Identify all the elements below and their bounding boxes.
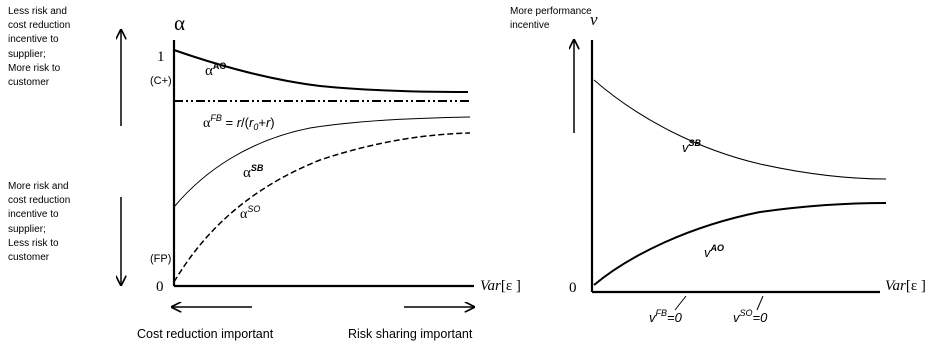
curve-v-ao: [593, 202, 887, 286]
left-bottom-note: More risk and cost reduction incentive t…: [8, 181, 73, 263]
tick-zero-label-right: 0: [569, 280, 577, 296]
curve-v-sb: [593, 79, 887, 180]
label-alpha-so: αSO: [240, 204, 260, 222]
tick-zero-label-left: 0: [156, 279, 164, 295]
left-panel: Less risk and cost reduction incentive t…: [8, 6, 521, 341]
tick-one-label: 1: [157, 49, 165, 65]
curve-alpha-ao: [173, 49, 469, 93]
label-alpha-ao: αAO: [205, 61, 226, 79]
cost-reduction-label: Cost reduction important: [137, 327, 274, 341]
label-v-so-zero: vSO=0: [733, 308, 768, 325]
alpha-axis-label: α: [174, 11, 185, 35]
right-top-note: More performance incentive: [510, 6, 594, 31]
label-v-sb: vSB: [682, 138, 702, 155]
leader-v-so: [756, 295, 764, 311]
curve-alpha-so: [173, 132, 471, 283]
label-v-fb-zero: vFB=0: [649, 308, 683, 325]
v-axis-label: v: [590, 10, 598, 29]
fp-label: (FP): [150, 253, 171, 265]
label-alpha-fb: αFB = r/(r0+r): [203, 113, 275, 132]
left-top-note: Less risk and cost reduction incentive t…: [8, 6, 73, 88]
risk-sharing-label: Risk sharing important: [348, 327, 473, 341]
label-alpha-sb: αSB: [243, 163, 264, 181]
curve-alpha-sb: [173, 116, 471, 208]
label-v-ao: vAO: [704, 243, 724, 260]
x-axis-label-right: Var[ε ]: [885, 278, 926, 294]
c-plus-label: (C+): [150, 75, 172, 87]
leader-v-fb: [674, 295, 687, 311]
x-axis-label-left: Var[ε ]: [480, 278, 521, 294]
right-panel: More performance incentive v 0 Var[ε ] v…: [510, 6, 926, 325]
